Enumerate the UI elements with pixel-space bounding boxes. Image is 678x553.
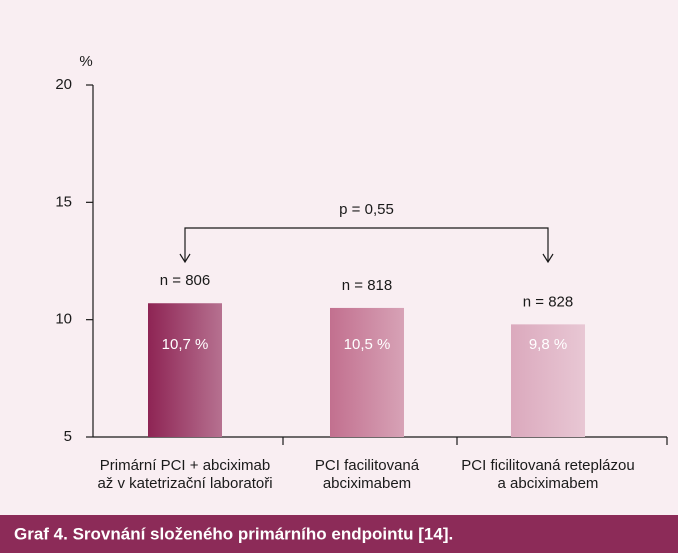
bar bbox=[148, 303, 222, 437]
value-label: 10,5 % bbox=[344, 336, 391, 353]
value-label: 9,8 % bbox=[529, 336, 567, 353]
arrow-head bbox=[179, 253, 191, 264]
caption-bar bbox=[0, 515, 678, 553]
p-bracket bbox=[184, 227, 549, 262]
y-tick-label: 15 bbox=[55, 193, 72, 210]
n-label: n = 806 bbox=[160, 272, 210, 289]
p-label: p = 0,55 bbox=[339, 201, 394, 218]
chart-background bbox=[0, 0, 678, 515]
y-tick-label: 20 bbox=[55, 76, 72, 93]
x-tick-label: PCI facilitovaná abciximabem bbox=[315, 457, 420, 492]
y-tick-label: 5 bbox=[64, 428, 72, 445]
bar bbox=[511, 324, 585, 437]
value-label: 10,7 % bbox=[162, 336, 209, 353]
y-axis-label: % bbox=[79, 53, 92, 70]
x-tick-label: Primární PCI + abciximab až v katetrizačn… bbox=[97, 457, 272, 492]
y-tick-label: 10 bbox=[55, 311, 72, 328]
n-label: n = 828 bbox=[523, 293, 573, 310]
x-tick-label: PCI ficilitovaná reteplázou a abciximabem bbox=[461, 457, 634, 492]
n-label: n = 818 bbox=[342, 277, 392, 294]
caption: Graf 4. Srovnání složeného primárního en… bbox=[14, 524, 453, 543]
bar bbox=[330, 307, 404, 437]
arrow-head bbox=[542, 253, 554, 264]
